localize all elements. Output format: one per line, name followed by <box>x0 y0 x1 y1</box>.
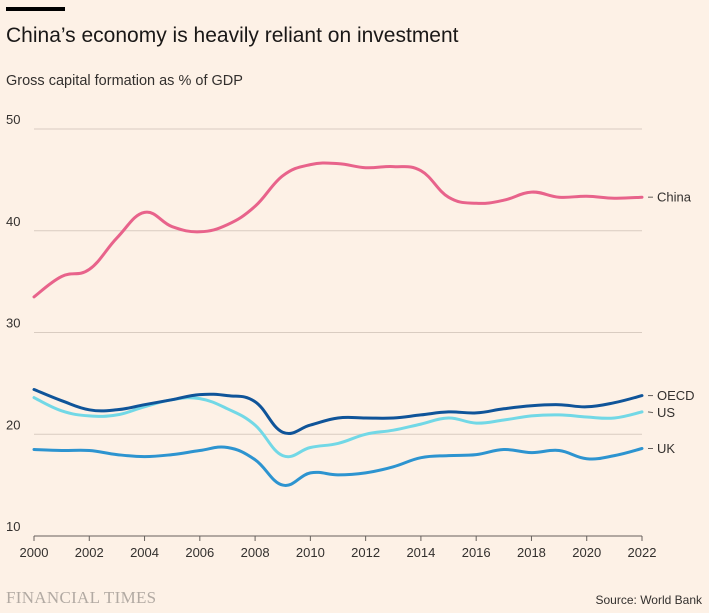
x-tick-label: 2002 <box>75 545 104 560</box>
x-tick-label: 2020 <box>572 545 601 560</box>
x-tick-label: 2000 <box>20 545 49 560</box>
series-label-us: US <box>657 405 675 420</box>
x-tick-label: 2012 <box>351 545 380 560</box>
series-label-leader <box>647 411 654 414</box>
series-line-oecd <box>32 388 644 435</box>
y-tick-label: 10 <box>6 519 20 534</box>
x-tick-label: 2006 <box>185 545 214 560</box>
series-line-us <box>32 396 644 459</box>
financial-times-logo: FINANCIAL TIMES <box>6 588 157 607</box>
ft-brand-bar <box>6 7 65 11</box>
y-tick-label: 30 <box>6 316 20 331</box>
y-tick-label: 40 <box>6 214 20 229</box>
x-axis-ticks: 2000 2002 2004 2006 2008 2010 2012 2014 2016 2018… <box>20 536 657 560</box>
source-note: Source: World Bank <box>595 593 703 607</box>
series-labels: China OECD US UK <box>647 190 695 456</box>
series-label-uk: UK <box>657 441 675 456</box>
x-tick-label: 2016 <box>462 545 491 560</box>
x-tick-label: 2008 <box>241 545 270 560</box>
chart-title: China’s economy is heavily reliant on in… <box>6 24 459 47</box>
series-line-china <box>32 161 644 299</box>
x-tick-label: 2018 <box>517 545 546 560</box>
gridlines <box>34 128 642 537</box>
x-tick-label: 2004 <box>130 545 159 560</box>
y-tick-label: 20 <box>6 417 20 432</box>
x-tick-label: 2022 <box>628 545 657 560</box>
x-tick-label: 2010 <box>296 545 325 560</box>
y-axis-ticks: 10 20 30 40 50 <box>6 112 20 534</box>
chart-subtitle: Gross capital formation as % of GDP <box>6 73 243 89</box>
y-tick-label: 50 <box>6 112 20 127</box>
x-tick-label: 2014 <box>406 545 435 560</box>
series-line-uk <box>32 445 644 487</box>
series-lines <box>32 161 644 487</box>
series-label-china: China <box>657 190 692 205</box>
series-label-oecd: OECD <box>657 388 695 403</box>
